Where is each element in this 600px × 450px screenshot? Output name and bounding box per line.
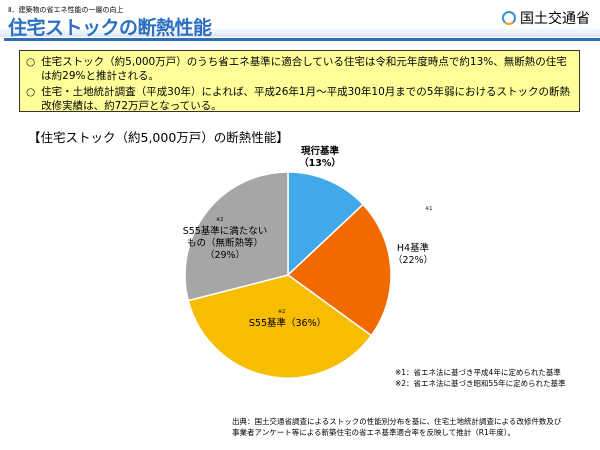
- summary-text: 住宅ストック（約5,000万戸）のうち省エネ基準に適合している住宅は令和元年度時…: [41, 56, 567, 82]
- slice-label-h4: H4基準 （22%）: [392, 243, 434, 266]
- summary-item: ○ 住宅・土地統計調査（平成30年）によれば、平成26年1月～平成30年10月まで…: [26, 85, 573, 113]
- pie-slice-0: [287, 171, 365, 277]
- page-title: 住宅ストックの断熱性能: [8, 17, 212, 39]
- section-label: Ⅱ．建築物の省エネ性能の一層の向上: [8, 6, 124, 14]
- org-logo: 国土交通省: [502, 8, 590, 28]
- source-note: 出典：国土交通省調査によるストックの性能別分布を基に、住宅土地統計調査による改修…: [232, 417, 562, 437]
- header-band: [0, 27, 600, 37]
- slice-label-below-s55: S55基準に満たないもの（無断熱等） （29%）: [182, 226, 268, 261]
- pie-slice-1: [286, 203, 392, 337]
- footnotes: ※1：省エネ法に基づき平成4年に定められた基準 ※2：省エネ法に基づき昭和55年に…: [395, 368, 566, 388]
- summary-box: ○ 住宅ストック（約5,000万戸）のうち省エネ基準に適合している住宅は令和元年度…: [19, 50, 580, 112]
- slice-label-s55: S55基準（36%）: [248, 318, 327, 329]
- bullet: ○: [26, 56, 36, 68]
- note-mark: ※1: [425, 206, 433, 212]
- bullet: ○: [26, 86, 36, 98]
- chart-title: 【住宅ストック（約5,000万戸）の断熱性能】: [28, 130, 289, 145]
- note-mark: ※2: [278, 309, 286, 315]
- note-mark: ※2: [216, 217, 224, 223]
- slice-label-current: 現行基準 （13%）: [299, 146, 341, 169]
- pie-slice-3: [184, 171, 289, 302]
- header-rule: [4, 38, 600, 41]
- org-name: 国土交通省: [520, 11, 590, 27]
- ministry-logo-icon: [502, 11, 516, 25]
- summary-item: ○ 住宅ストック（約5,000万戸）のうち省エネ基準に適合している住宅は令和元年度…: [26, 55, 573, 83]
- pie-slice-2: [187, 274, 373, 379]
- summary-text: 住宅・土地統計調査（平成30年）によれば、平成26年1月～平成30年10月までの…: [41, 86, 570, 112]
